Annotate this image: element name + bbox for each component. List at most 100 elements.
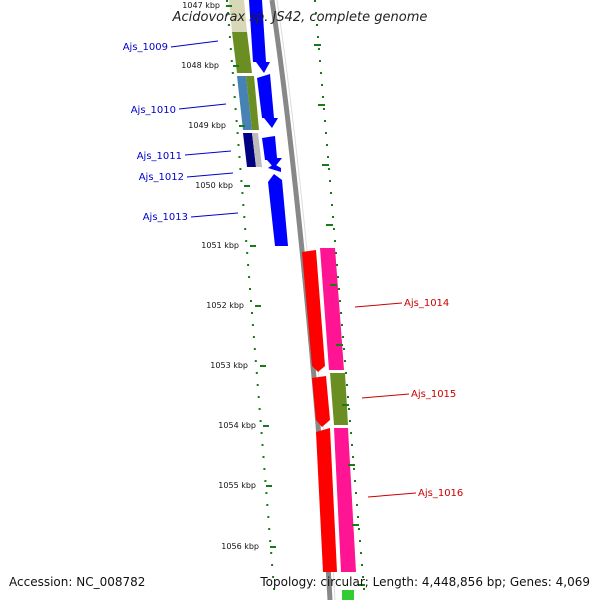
- scale-tick-minor: [235, 120, 238, 122]
- scale-tick-minor-outer: [353, 468, 355, 470]
- gene-leader-line: [186, 172, 234, 178]
- scale-tick-major: [255, 305, 261, 307]
- scale-tick-minor: [264, 480, 267, 482]
- scale-tick-minor-outer: [355, 492, 357, 494]
- gene-label[interactable]: Ajs_1016: [418, 488, 463, 499]
- accession-text: Accession: NC_008782: [9, 575, 146, 589]
- scale-tick-minor-outer: [362, 576, 364, 578]
- scale-tick-minor-outer: [338, 288, 340, 290]
- scale-tick-minor: [251, 324, 254, 326]
- scale-tick-major-outer: [348, 464, 355, 466]
- scale-tick-minor-outer: [361, 564, 363, 566]
- scale-tick-major: [266, 485, 272, 487]
- scale-tick-minor-outer: [321, 84, 323, 86]
- scale-tick-minor: [265, 492, 268, 494]
- scale-tick-minor: [227, 12, 229, 14]
- gene-label[interactable]: Ajs_1009: [123, 42, 168, 53]
- scale-tick-major-outer: [330, 284, 337, 286]
- scale-tick-major: [263, 425, 269, 427]
- scale-tick-minor: [255, 372, 258, 374]
- scale-tick-minor-outer: [314, 0, 316, 2]
- scale-tick-minor: [267, 516, 270, 518]
- scale-label: 1051 kbp: [201, 241, 239, 250]
- scale-tick-minor-outer: [354, 480, 356, 482]
- gene-leader-line: [170, 40, 219, 48]
- scale-label: 1048 kbp: [181, 61, 219, 70]
- gene-leader-line: [367, 492, 417, 498]
- scale-tick-minor: [248, 276, 251, 278]
- scale-tick-minor-outer: [336, 264, 338, 266]
- scale-label: 1052 kbp: [206, 301, 244, 310]
- scale-tick-minor: [251, 312, 253, 314]
- gene-block-green-bottom: [342, 590, 354, 600]
- scale-tick-minor-outer: [333, 228, 335, 230]
- scale-label: 1056 kbp: [221, 542, 259, 551]
- scale-tick-minor: [269, 540, 272, 542]
- gene-label[interactable]: Ajs_1012: [139, 172, 184, 183]
- scale-tick-minor-outer: [348, 408, 350, 410]
- scale-tick-minor-outer: [357, 516, 359, 518]
- scale-tick-minor-outer: [324, 120, 326, 122]
- scale-label: 1049 kbp: [188, 121, 226, 130]
- gene-block-pink-1: [320, 248, 344, 370]
- gene-arrow-red-1: [302, 250, 325, 372]
- gene-block-grey: [252, 133, 262, 167]
- gene-labels: Ajs_1009 Ajs_1010 Ajs_1011 Ajs_1012 Ajs_1013…: [123, 40, 463, 499]
- scale-tick-minor-outer: [358, 528, 360, 530]
- scale-tick-minor-outer: [326, 144, 328, 146]
- scale-tick-minor-outer: [328, 168, 330, 170]
- scale-tick-major: [239, 125, 245, 127]
- gene-label[interactable]: Ajs_1015: [411, 389, 456, 400]
- genome-title: Acidovorax sp. JS42, complete genome: [172, 10, 428, 25]
- gene-leader-line: [190, 212, 239, 218]
- scale-tick-minor-outer: [344, 360, 346, 362]
- gene-label[interactable]: Ajs_1010: [131, 105, 176, 116]
- scale-tick-major: [250, 245, 256, 247]
- scale-tick-minor-outer: [323, 108, 325, 110]
- scale-tick-minor-outer: [317, 36, 319, 38]
- scale-tick-minor: [263, 468, 266, 470]
- scale-tick-minor: [268, 528, 271, 530]
- scale-tick-minor: [262, 456, 265, 458]
- scale-tick-major-outer: [322, 164, 329, 166]
- scale-label: 1053 kbp: [210, 361, 248, 370]
- gene-block-pink-2: [334, 428, 356, 572]
- scale-tick-minor-outer: [360, 552, 362, 554]
- scale-tick-minor-outer: [315, 12, 317, 14]
- scale-tick-minor: [238, 156, 241, 158]
- gene-label[interactable]: Ajs_1011: [137, 151, 182, 162]
- scale-label: 1047 kbp: [182, 1, 220, 10]
- gene-block-olive-1: [232, 32, 252, 73]
- scale-tick-minor: [240, 180, 243, 182]
- scale-tick-minor: [257, 396, 260, 398]
- scale-tick-minor-outer: [325, 132, 327, 134]
- gene-block-beige: [229, 0, 247, 32]
- scale-tick-minor-outer: [352, 456, 354, 458]
- scale-tick-minor-outer: [339, 300, 341, 302]
- scale-tick-minor: [226, 0, 228, 2]
- scale-tick-minor: [239, 168, 242, 170]
- scale-tick-major: [260, 365, 266, 367]
- scale-tick-major-outer: [358, 584, 365, 586]
- scale-tick-minor-outer: [319, 60, 321, 62]
- scale-tick-minor: [266, 504, 269, 506]
- gene-arrow-blue-3: [262, 136, 282, 168]
- scale-tick-minor: [247, 264, 250, 266]
- scale-tick-major: [270, 546, 276, 548]
- scale-tick-minor: [237, 144, 240, 146]
- gene-label[interactable]: Ajs_1013: [143, 212, 188, 223]
- scale-tick-minor: [227, 24, 230, 26]
- scale-tick-minor-outer: [346, 384, 348, 386]
- gene-leader-line: [354, 302, 403, 308]
- gene-label[interactable]: Ajs_1014: [404, 298, 449, 309]
- scale-tick-minor: [271, 564, 274, 566]
- gene-block-olive-3: [330, 373, 348, 425]
- scale-tick-minor: [245, 240, 248, 242]
- scale-tick-minor: [272, 576, 275, 578]
- scale-tick-minor: [236, 132, 239, 134]
- scale-ticks: [226, 0, 365, 590]
- scale-tick-minor: [259, 420, 262, 422]
- gene-leader-line: [178, 103, 227, 110]
